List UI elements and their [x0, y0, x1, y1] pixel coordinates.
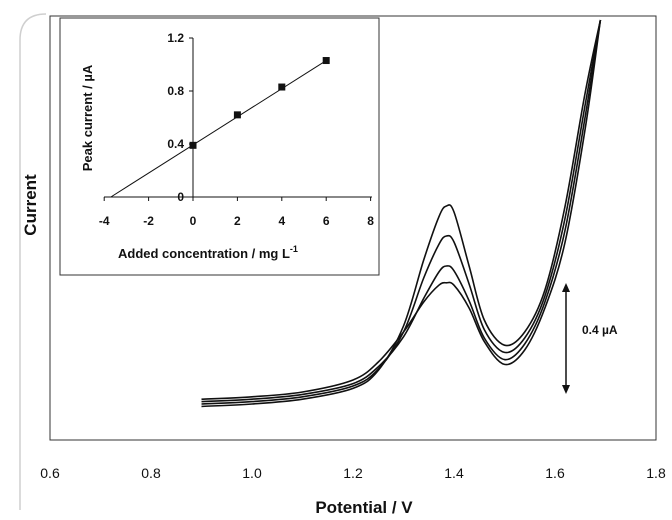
main-series-line-2 [201, 19, 602, 403]
main-x-tick-label: 1.6 [545, 465, 565, 481]
inset-chart: -4 -2 0 2 4 6 8 0 0.4 0.8 1.2 Peak current / µA Ad… [59, 17, 380, 276]
inset-data-point [233, 111, 241, 119]
main-x-tick-label: 0.6 [40, 465, 60, 481]
figure-border [19, 13, 47, 510]
main-series-line-4 [201, 19, 602, 408]
inset-x-tick-label: -4 [99, 214, 110, 228]
inset-y-axis-title: Peak current / µA [80, 64, 95, 171]
inset-data-group [110, 57, 330, 198]
inset-y-tick-label: 0.4 [167, 137, 184, 151]
main-x-tick-label: 1.2 [343, 465, 363, 481]
scale-bar-arrow-down-icon [562, 385, 570, 394]
inset-x-tick-label: 4 [278, 214, 285, 228]
inset-x-tick-label: 6 [323, 214, 330, 228]
inset-y-tick-label: 1.2 [167, 31, 184, 45]
inset-x-tick-label: -2 [143, 214, 154, 228]
main-series-group [201, 19, 602, 408]
main-plot-frame [49, 15, 657, 441]
inset-frame [59, 17, 380, 276]
main-x-tick-label: 0.8 [141, 465, 161, 481]
inset-y-tick-label: 0.8 [167, 84, 184, 98]
main-series-line-1 [201, 19, 602, 400]
main-x-tick-labels: 0.6 0.8 1.0 1.2 1.4 1.6 1.8 [40, 465, 666, 481]
inset-tick-group: -4 -2 0 2 4 6 8 0 0.4 0.8 1.2 [99, 31, 374, 228]
main-series-line-3 [201, 19, 602, 405]
inset-x-axis-title: Added concentration / mg L-1 [118, 244, 298, 261]
inset-y-tick-label: 0 [177, 190, 184, 204]
scale-bar-arrow-up-icon [562, 283, 570, 292]
main-x-tick-label: 1.4 [444, 465, 464, 481]
main-x-tick-label: 1.0 [242, 465, 262, 481]
inset-x-tick-label: 2 [234, 214, 241, 228]
inset-data-point [278, 83, 286, 91]
inset-x-tick-label: 0 [190, 214, 197, 228]
inset-data-point [322, 57, 330, 65]
inset-fit-line [110, 60, 327, 198]
inset-data-point [189, 141, 197, 149]
main-x-tick-label: 1.8 [646, 465, 666, 481]
scale-bar: 0.4 µA [562, 283, 618, 394]
main-x-axis-title: Potential / V [315, 498, 413, 517]
inset-x-tick-label: 8 [367, 214, 374, 228]
main-y-axis-title: Current [21, 174, 40, 236]
scale-bar-label: 0.4 µA [582, 323, 618, 337]
